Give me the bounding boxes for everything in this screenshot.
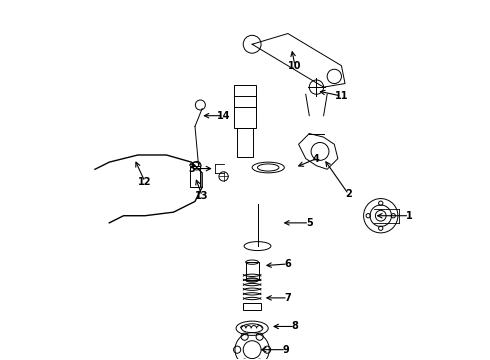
Text: 1: 1 [406, 211, 413, 221]
Text: 8: 8 [292, 321, 298, 332]
Bar [245, 262, 259, 280]
Text: 11: 11 [335, 91, 348, 101]
Text: 9: 9 [283, 345, 290, 355]
Bar [190, 166, 200, 187]
Text: 4: 4 [313, 154, 320, 163]
Bar [234, 85, 256, 128]
Text: 13: 13 [196, 191, 209, 201]
Text: 3: 3 [188, 163, 195, 174]
Text: 14: 14 [217, 111, 230, 121]
Bar [243, 303, 261, 310]
Bar [237, 128, 253, 157]
Text: 10: 10 [288, 61, 302, 71]
Text: 2: 2 [345, 189, 352, 199]
Text: 5: 5 [306, 218, 313, 228]
Text: 12: 12 [138, 177, 152, 187]
Text: 7: 7 [285, 293, 291, 303]
Text: 6: 6 [285, 259, 291, 269]
